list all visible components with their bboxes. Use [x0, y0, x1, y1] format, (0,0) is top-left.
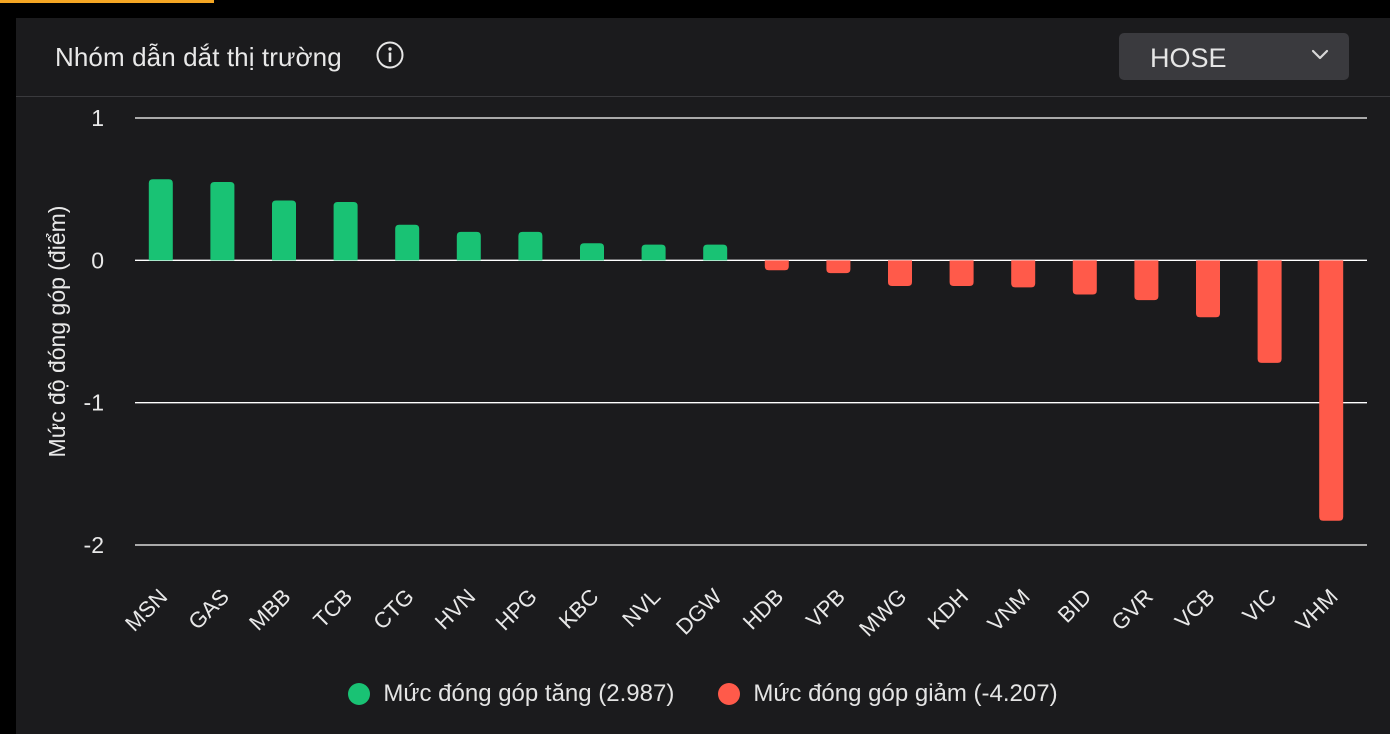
x-tick-label: CTG: [368, 584, 419, 635]
legend-label-positive: Mức đóng góp tăng (2.987): [383, 680, 675, 707]
bar-dgw[interactable]: [703, 244, 728, 261]
x-tick-label: VPB: [801, 584, 850, 633]
bar-kdh[interactable]: [949, 260, 974, 286]
x-tick-label: NVL: [617, 584, 665, 632]
bar-bid[interactable]: [1072, 260, 1097, 295]
x-tick-label: HDB: [738, 584, 789, 635]
bar-hpg[interactable]: [518, 231, 543, 261]
x-tick-label: BID: [1053, 584, 1097, 628]
y-tick-label: 0: [91, 247, 104, 273]
y-tick-label: 1: [91, 105, 104, 131]
y-tick-label: -2: [84, 532, 104, 558]
x-tick-label: DGW: [671, 584, 727, 640]
chart-legend: Mức đóng góp tăng (2.987) Mức đóng góp g…: [16, 674, 1390, 714]
bar-hvn[interactable]: [456, 231, 481, 261]
panel-title: Nhóm dẫn dắt thị trường: [55, 42, 342, 72]
bar-vic[interactable]: [1257, 260, 1282, 363]
x-tick-label: GVR: [1107, 584, 1158, 635]
bar-ctg[interactable]: [395, 224, 420, 261]
legend-item-negative[interactable]: Mức đóng góp giảm (-4.207): [718, 680, 1058, 708]
x-tick-label: VHM: [1290, 584, 1342, 636]
bar-mwg[interactable]: [888, 260, 912, 286]
exchange-select-value: HOSE: [1150, 43, 1227, 73]
chevron-down-icon: [1311, 49, 1329, 60]
bar-tcb[interactable]: [333, 201, 358, 261]
bar-vcb[interactable]: [1196, 260, 1220, 318]
x-tick-label: MWG: [854, 584, 911, 641]
x-tick-label: HVN: [430, 584, 481, 635]
bar-vpb[interactable]: [826, 260, 851, 274]
bar-msn[interactable]: [148, 179, 173, 261]
bar-vhm[interactable]: [1319, 260, 1344, 521]
x-tick-label: MBB: [244, 584, 295, 635]
bar-mbb[interactable]: [272, 200, 296, 261]
x-tick-label: KBC: [554, 584, 604, 634]
x-tick-label: TCB: [308, 584, 357, 633]
bar-nvl[interactable]: [641, 244, 666, 261]
contribution-bar-chart: 1 0 -1 -2 Mức độ đóng góp (điểm) MSN GAS MBB TCB…: [44, 105, 1367, 641]
legend-label-negative: Mức đóng góp giảm (-4.207): [753, 680, 1058, 707]
x-tick-label: VCB: [1170, 584, 1220, 634]
x-tick-label: VIC: [1238, 584, 1282, 628]
y-axis-label: Mức độ đóng góp (điểm): [44, 206, 70, 458]
market-leaders-panel: Nhóm dẫn dắt thị trường HOSE 1 0 -1 -2 Mức đ…: [16, 18, 1390, 734]
info-circle-icon[interactable]: [375, 40, 405, 70]
bar-kbc[interactable]: [580, 243, 604, 261]
x-tick-label: HPG: [491, 584, 542, 635]
active-tab-indicator: [0, 0, 214, 3]
y-tick-label: -1: [84, 390, 104, 416]
legend-marker-positive: [348, 683, 371, 705]
bar-hdb[interactable]: [764, 260, 789, 271]
x-tick-label: GAS: [183, 584, 234, 635]
legend-marker-negative: [718, 683, 741, 705]
x-tick-label: KDH: [923, 584, 974, 635]
legend-item-positive[interactable]: Mức đóng góp tăng (2.987): [348, 680, 674, 708]
bar-vnm[interactable]: [1011, 260, 1036, 288]
panel-header: Nhóm dẫn dắt thị trường HOSE: [16, 18, 1390, 97]
exchange-select[interactable]: HOSE: [1119, 33, 1349, 80]
bar-gvr[interactable]: [1134, 260, 1159, 301]
x-tick-label: VNM: [982, 584, 1034, 636]
x-tick-label: MSN: [120, 584, 172, 636]
bar-gas[interactable]: [210, 182, 235, 261]
